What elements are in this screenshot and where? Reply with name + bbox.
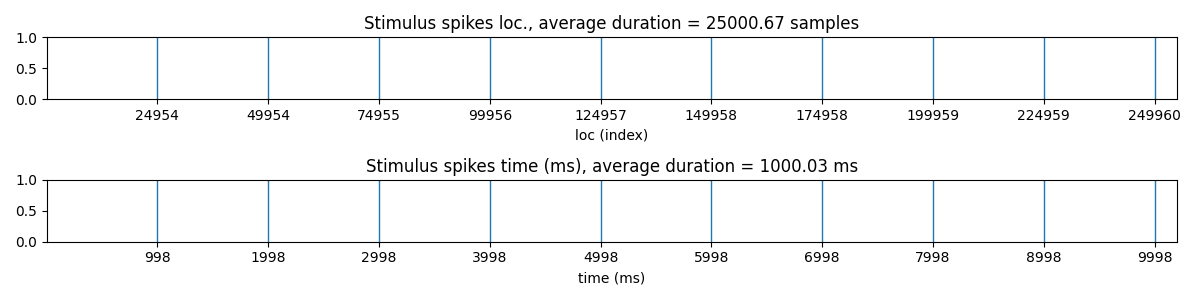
Title: Stimulus spikes loc., average duration = 25000.67 samples: Stimulus spikes loc., average duration =… — [365, 15, 859, 33]
Title: Stimulus spikes time (ms), average duration = 1000.03 ms: Stimulus spikes time (ms), average durat… — [366, 158, 858, 175]
X-axis label: time (ms): time (ms) — [578, 271, 646, 285]
X-axis label: loc (index): loc (index) — [575, 128, 648, 142]
